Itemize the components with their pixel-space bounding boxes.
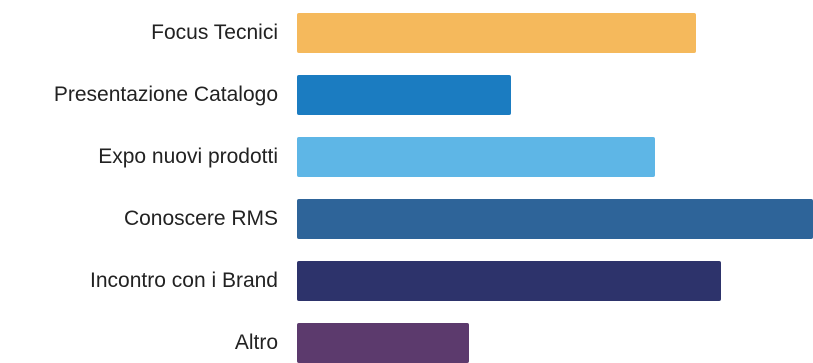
category-label: Conoscere RMS: [123, 207, 278, 230]
bar: [297, 199, 813, 239]
bar: [297, 323, 469, 363]
category-label: Focus Tecnici: [151, 21, 278, 44]
bar: [297, 13, 696, 53]
category-label: Presentazione Catalogo: [53, 83, 278, 106]
bar: [297, 261, 721, 301]
bar: [297, 137, 655, 177]
category-label: Expo nuovi prodotti: [98, 145, 278, 168]
category-label: Altro: [234, 331, 278, 354]
bar: [297, 75, 511, 115]
category-label: Incontro con i Brand: [90, 269, 278, 292]
